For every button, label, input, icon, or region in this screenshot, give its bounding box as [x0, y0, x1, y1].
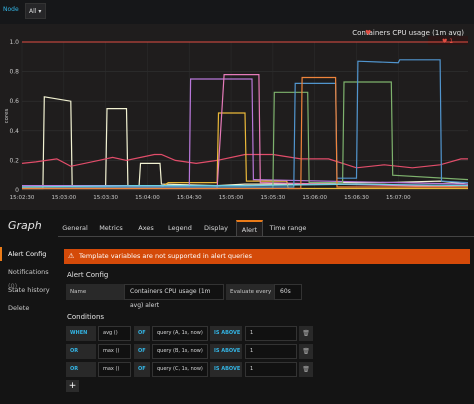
name-label: Name	[66, 284, 124, 300]
series-line	[22, 59, 469, 188]
evaluate-every-input[interactable]: 60s	[274, 284, 302, 300]
condition-function[interactable]: avg ()	[98, 326, 131, 341]
series-line	[22, 112, 468, 190]
tabs-divider	[58, 236, 474, 237]
evaluate-every-label: Evaluate every	[226, 284, 274, 300]
node-variable-select[interactable]: All ▾	[25, 3, 46, 19]
sidebar-item-label: State history	[8, 286, 50, 294]
x-tick-label: 15:03:30	[93, 195, 118, 201]
cpu-usage-chart: Containers CPU usage (1m avg)♥♥ 100.20.4…	[4, 29, 469, 201]
sidebar-item-delete[interactable]: Delete	[0, 301, 56, 315]
tab-time-range[interactable]: Time range	[269, 224, 307, 232]
x-tick-label: 15:03:00	[51, 195, 76, 201]
x-tick-label: 15:02:30	[10, 195, 35, 201]
series-line	[21, 153, 468, 169]
x-tick-label: 15:05:30	[261, 195, 286, 201]
condition-threshold-input[interactable]: 1	[245, 326, 297, 341]
tab-display[interactable]: Display	[204, 224, 228, 232]
condition-operator[interactable]: OR	[66, 362, 96, 377]
top-bar: Node All ▾	[0, 0, 474, 24]
tab-metrics[interactable]: Metrics	[99, 224, 123, 232]
condition-evaluator[interactable]: IS ABOVE	[210, 344, 242, 359]
y-tick-label: 0.2	[9, 157, 19, 164]
sidebar-item-notifications[interactable]: Notifications (0)	[0, 265, 56, 290]
condition-threshold-input[interactable]: 1	[245, 344, 297, 359]
sidebar-item-label: Delete	[8, 304, 30, 312]
trash-icon[interactable]: 🗑	[299, 344, 313, 359]
tab-alert[interactable]: Alert	[236, 220, 263, 236]
x-tick-label: 15:06:00	[302, 195, 327, 201]
template-variable-warning: ⚠ Template variables are not supported i…	[64, 249, 470, 264]
warning-icon: ⚠	[68, 252, 75, 260]
sidebar-item-alert-config[interactable]: Alert Config	[0, 247, 56, 261]
y-tick-label: 0	[15, 187, 19, 194]
sidebar-item-label: Notifications	[8, 268, 49, 276]
y-tick-label: 0.6	[9, 98, 19, 105]
editor-title: Graph	[8, 219, 42, 232]
series-line	[22, 76, 468, 190]
condition-function[interactable]: max ()	[98, 344, 131, 359]
condition-query[interactable]: query (B, 1s, now)	[152, 344, 208, 359]
condition-of-label: OF	[134, 344, 150, 359]
tab-legend[interactable]: Legend	[168, 224, 192, 232]
chart-title: Containers CPU usage (1m avg)	[352, 29, 464, 37]
trash-icon[interactable]: 🗑	[299, 326, 313, 341]
y-tick-label: 1.0	[9, 39, 19, 46]
x-tick-label: 15:07:00	[386, 195, 411, 201]
alert-heart-icon: ♥	[365, 29, 371, 37]
x-tick-label: 15:04:30	[177, 195, 202, 201]
sidebar-item-label: Alert Config	[8, 250, 47, 258]
y-axis-label: cores	[4, 108, 10, 123]
alert-config-heading: Alert Config	[67, 271, 109, 279]
x-tick-label: 15:05:00	[219, 195, 244, 201]
node-variable-label: Node	[3, 6, 19, 13]
trash-icon[interactable]: 🗑	[299, 362, 313, 377]
warning-text: Template variables are not supported in …	[79, 252, 253, 260]
x-tick-label: 15:06:30	[344, 195, 369, 201]
condition-query[interactable]: query (A, 1s, now)	[152, 326, 208, 341]
graph-panel: Containers CPU usage (1m avg)♥♥ 100.20.4…	[0, 24, 474, 210]
tab-axes[interactable]: Axes	[138, 224, 154, 232]
condition-function[interactable]: max ()	[98, 362, 131, 377]
threshold-handle	[428, 36, 468, 45]
series-line	[22, 81, 469, 190]
alert-name-input[interactable]: Containers CPU usage (1m avg) alert	[124, 284, 224, 309]
condition-query[interactable]: query (C, 1s, now)	[152, 362, 208, 377]
tab-general[interactable]: General	[62, 224, 88, 232]
condition-of-label: OF	[134, 326, 150, 341]
condition-operator[interactable]: WHEN	[66, 326, 96, 341]
condition-of-label: OF	[134, 362, 150, 377]
series-line	[22, 96, 469, 190]
y-tick-label: 0.8	[9, 69, 19, 76]
sidebar-item-state-history[interactable]: State history	[0, 283, 56, 297]
condition-evaluator[interactable]: IS ABOVE	[210, 326, 242, 341]
condition-evaluator[interactable]: IS ABOVE	[210, 362, 242, 377]
series-line	[21, 183, 469, 188]
y-tick-label: 0.4	[9, 128, 19, 135]
conditions-heading: Conditions	[67, 313, 105, 321]
add-condition-button[interactable]: +	[66, 380, 79, 392]
condition-threshold-input[interactable]: 1	[245, 362, 297, 377]
notifications-count: (0)	[8, 282, 18, 290]
x-tick-label: 15:04:00	[135, 195, 160, 201]
condition-operator[interactable]: OR	[66, 344, 96, 359]
